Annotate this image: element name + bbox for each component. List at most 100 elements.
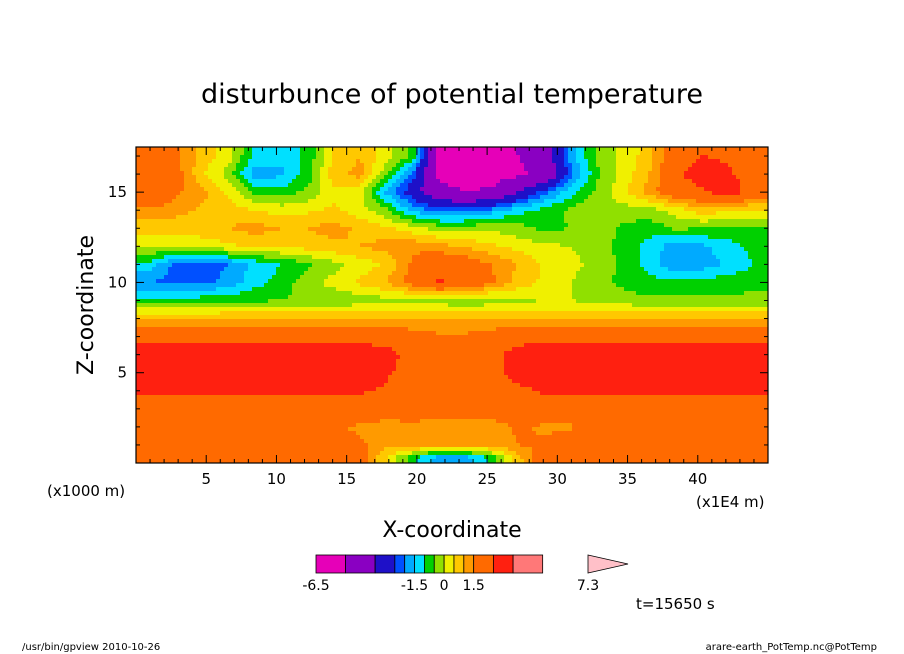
field-cell xyxy=(260,235,265,240)
field-cell xyxy=(496,199,501,204)
field-cell xyxy=(412,231,417,236)
field-cell xyxy=(540,175,545,180)
field-cell xyxy=(584,263,589,268)
field-cell xyxy=(292,163,297,168)
field-cell xyxy=(640,243,645,248)
field-cell xyxy=(344,251,349,256)
field-cell xyxy=(500,195,505,200)
field-cell xyxy=(364,215,369,220)
field-cell xyxy=(452,243,457,248)
field-cell xyxy=(588,255,593,260)
field-cell xyxy=(680,219,685,224)
field-cell xyxy=(416,147,421,152)
field-cell xyxy=(548,147,553,152)
field-cell xyxy=(764,159,768,164)
field-cell xyxy=(172,235,177,240)
field-cell xyxy=(672,151,677,156)
field-cell xyxy=(556,183,561,188)
field-cell xyxy=(736,243,741,248)
field-cell xyxy=(372,159,377,164)
field-cell xyxy=(580,147,585,152)
field-cell xyxy=(200,263,205,268)
field-cell xyxy=(652,207,657,212)
field-cell xyxy=(280,223,285,228)
field-cell xyxy=(728,235,733,240)
field-cell xyxy=(752,267,757,272)
field-cell xyxy=(588,243,593,248)
field-cell xyxy=(228,147,233,152)
field-cell xyxy=(440,175,445,180)
field-cell xyxy=(632,215,637,220)
field-cell xyxy=(276,179,281,184)
field-cell xyxy=(300,231,305,236)
field-cell xyxy=(388,211,393,216)
field-cell xyxy=(460,235,465,240)
field-cell xyxy=(260,195,265,200)
field-cell xyxy=(240,207,245,212)
field-cell xyxy=(444,271,449,276)
field-cell xyxy=(540,259,545,264)
field-cell xyxy=(616,255,621,260)
field-cell xyxy=(144,223,149,228)
field-cell xyxy=(452,151,457,156)
field-cell xyxy=(272,159,277,164)
field-cell xyxy=(556,223,561,228)
field-cell xyxy=(660,259,665,264)
field-cell xyxy=(336,243,341,248)
field-cell xyxy=(292,231,297,236)
field-cell xyxy=(196,187,201,192)
field-cell xyxy=(576,179,581,184)
field-cell xyxy=(544,231,549,236)
field-cell xyxy=(196,147,201,152)
field-cell xyxy=(572,263,577,268)
field-cell xyxy=(708,199,713,204)
field-cell xyxy=(412,211,417,216)
field-cell xyxy=(196,271,201,276)
field-cell xyxy=(692,151,697,156)
field-cell xyxy=(392,151,397,156)
field-cell xyxy=(180,167,185,172)
field-cell xyxy=(752,155,757,160)
field-cell xyxy=(552,175,557,180)
field-cell xyxy=(552,151,557,156)
field-cell xyxy=(464,223,469,228)
field-cell xyxy=(384,151,389,156)
field-cell xyxy=(616,203,621,208)
field-cell xyxy=(440,199,445,204)
field-cell xyxy=(396,255,401,260)
field-cell xyxy=(424,231,429,236)
field-cell xyxy=(168,255,173,260)
field-cell xyxy=(224,167,229,172)
field-cell xyxy=(248,203,253,208)
field-cell xyxy=(412,267,417,272)
field-cell xyxy=(356,155,361,160)
field-cell xyxy=(212,223,217,228)
field-cell xyxy=(692,215,697,220)
field-cell xyxy=(636,251,641,256)
field-cell xyxy=(200,267,205,272)
field-cell xyxy=(628,203,633,208)
field-cell xyxy=(176,243,181,248)
field-cell xyxy=(480,255,485,260)
field-cell xyxy=(252,211,257,216)
field-cell xyxy=(164,167,169,172)
field-cell xyxy=(420,167,425,172)
field-cell xyxy=(472,263,477,268)
field-cell xyxy=(232,247,237,252)
field-cell xyxy=(468,227,473,232)
field-cell xyxy=(756,203,761,208)
field-cell xyxy=(576,191,581,196)
field-cell xyxy=(348,247,353,252)
field-cell xyxy=(596,219,601,224)
field-cell xyxy=(448,163,453,168)
field-cell xyxy=(192,215,197,220)
field-cell xyxy=(304,183,309,188)
field-cell xyxy=(756,235,761,240)
field-cell xyxy=(268,163,273,168)
field-cell xyxy=(260,251,265,256)
field-cell xyxy=(348,207,353,212)
field-cell xyxy=(628,195,633,200)
field-cell xyxy=(216,147,221,152)
field-cell xyxy=(136,175,141,180)
field-cell xyxy=(592,163,597,168)
